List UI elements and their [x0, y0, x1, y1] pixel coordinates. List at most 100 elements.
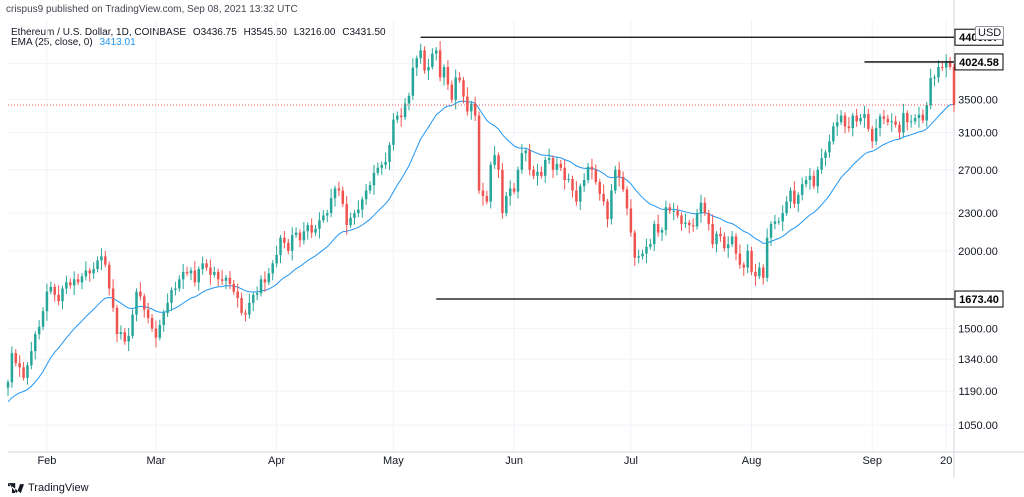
candle-body [197, 269, 201, 283]
symbol-legend: Ethereum / U.S. Dollar, 1D, COINBASE O34… [11, 27, 386, 38]
candle-body [684, 222, 687, 224]
brand-label: TradingView [28, 482, 89, 494]
candle-body [586, 166, 590, 180]
candle-body [754, 271, 757, 277]
candle-body [333, 188, 337, 199]
candle-body [201, 263, 204, 270]
candle-body [536, 171, 539, 176]
candle-body [450, 84, 454, 100]
candle-body [26, 365, 29, 378]
ema-label: EMA (25, close, 0) [11, 37, 93, 48]
candle-body [189, 270, 193, 274]
candle-body [937, 66, 940, 78]
candle-body [357, 209, 360, 214]
candle-body [711, 223, 714, 245]
candle-body [150, 317, 154, 329]
candle-body [707, 213, 710, 224]
candle-body [664, 207, 668, 231]
candle-body [57, 294, 60, 302]
candle-body [442, 66, 446, 78]
candle-body [322, 215, 325, 221]
candle-body [649, 244, 652, 247]
candle-body [672, 210, 675, 212]
candle-body [785, 201, 788, 214]
candle-body [886, 118, 890, 123]
candle-body [481, 190, 485, 197]
candle-body [855, 115, 858, 122]
candle-body [104, 256, 107, 265]
candle-body [835, 122, 839, 127]
candle-body [867, 113, 870, 129]
candle-body [528, 150, 531, 170]
candle-body [882, 116, 886, 119]
tradingview-logo-icon [8, 483, 24, 494]
candle-body [131, 314, 134, 336]
candle-body [610, 190, 613, 220]
candle-body [209, 267, 212, 275]
price-tick-label: 1340.00 [958, 354, 998, 366]
candle-body [828, 141, 831, 153]
candle-body [287, 242, 290, 251]
candle-body [489, 164, 492, 202]
low-value: L3216.00 [293, 27, 336, 38]
candle-body [590, 166, 594, 170]
candle-body [699, 202, 703, 214]
candle-body [72, 279, 76, 286]
ema-legend: EMA (25, close, 0) 3413.01 [11, 37, 136, 48]
candle-body [800, 184, 804, 195]
candle-body [380, 164, 383, 168]
candle-body [501, 169, 504, 214]
candle-body [532, 169, 535, 176]
candle-body [625, 189, 629, 209]
candle-body [392, 119, 395, 145]
candle-body [411, 67, 415, 96]
candle-body [10, 353, 14, 383]
candle-body [446, 66, 450, 85]
candle-body [107, 264, 111, 289]
candle-body [135, 291, 138, 315]
price-tick-label: 2300.00 [958, 208, 998, 220]
candle-body [434, 50, 438, 54]
candle-body [306, 225, 310, 232]
candle-body [606, 201, 609, 220]
candle-body [376, 167, 380, 173]
candle-body [629, 208, 633, 233]
candle-body [263, 279, 267, 283]
candle-body [726, 244, 730, 249]
candle-body [703, 202, 707, 214]
candle-body [396, 115, 399, 120]
candle-body [100, 256, 103, 261]
candle-body [769, 223, 773, 238]
price-tick-label: 1190.00 [959, 386, 998, 398]
candle-body [407, 95, 411, 104]
candle-body [808, 175, 812, 180]
candle-body [271, 263, 274, 274]
candle-body [804, 179, 808, 185]
high-value: H3545.60 [243, 27, 287, 38]
candle-body [84, 270, 88, 277]
price-chart[interactable]: 4000.003500.003100.002700.002300.002000.… [0, 0, 1024, 478]
currency-button[interactable]: USD [975, 26, 1005, 40]
candle-body [139, 291, 142, 297]
candle-body [485, 196, 489, 202]
tradingview-logo[interactable]: TradingView [8, 482, 89, 494]
candle-body [431, 53, 434, 67]
candle-body [921, 114, 925, 121]
candle-body [76, 279, 80, 283]
candle-body [516, 169, 520, 192]
candle-body [123, 332, 127, 342]
candle-body [913, 118, 917, 122]
candle-body [777, 221, 781, 223]
candle-body [329, 198, 333, 214]
level-label: 4024.58 [959, 57, 999, 69]
candle-body [69, 282, 72, 286]
time-tick-label: Apr [268, 455, 285, 467]
candle-body [547, 158, 551, 160]
candle-body [92, 269, 95, 274]
candle-body [851, 115, 855, 129]
candle-body [255, 293, 259, 295]
candle-body [870, 128, 874, 142]
candle-body [438, 50, 442, 78]
candle-body [298, 232, 302, 241]
chart-grid [8, 0, 1024, 478]
